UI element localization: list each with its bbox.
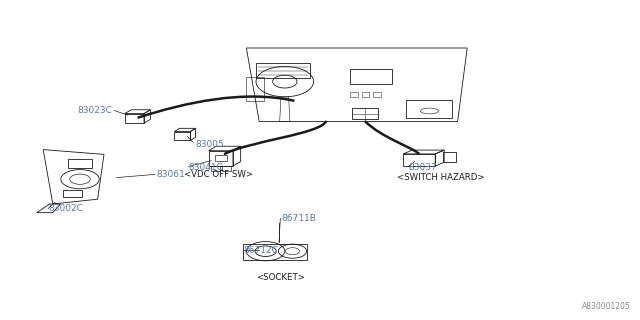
Text: A830001205: A830001205 xyxy=(582,302,630,311)
Text: <SOCKET>: <SOCKET> xyxy=(256,273,305,282)
Text: 86711B: 86711B xyxy=(282,214,316,223)
Text: <VDC OFF SW>: <VDC OFF SW> xyxy=(184,170,253,179)
Text: 83005: 83005 xyxy=(195,140,224,149)
Text: 86712C: 86712C xyxy=(243,246,278,255)
Text: 83061: 83061 xyxy=(157,170,186,179)
Text: 83041C: 83041C xyxy=(189,163,223,172)
Text: <SWITCH HAZARD>: <SWITCH HAZARD> xyxy=(397,173,484,182)
Text: 83037: 83037 xyxy=(408,163,437,172)
Text: 83002C: 83002C xyxy=(48,204,83,213)
Text: 83023C: 83023C xyxy=(77,106,112,115)
